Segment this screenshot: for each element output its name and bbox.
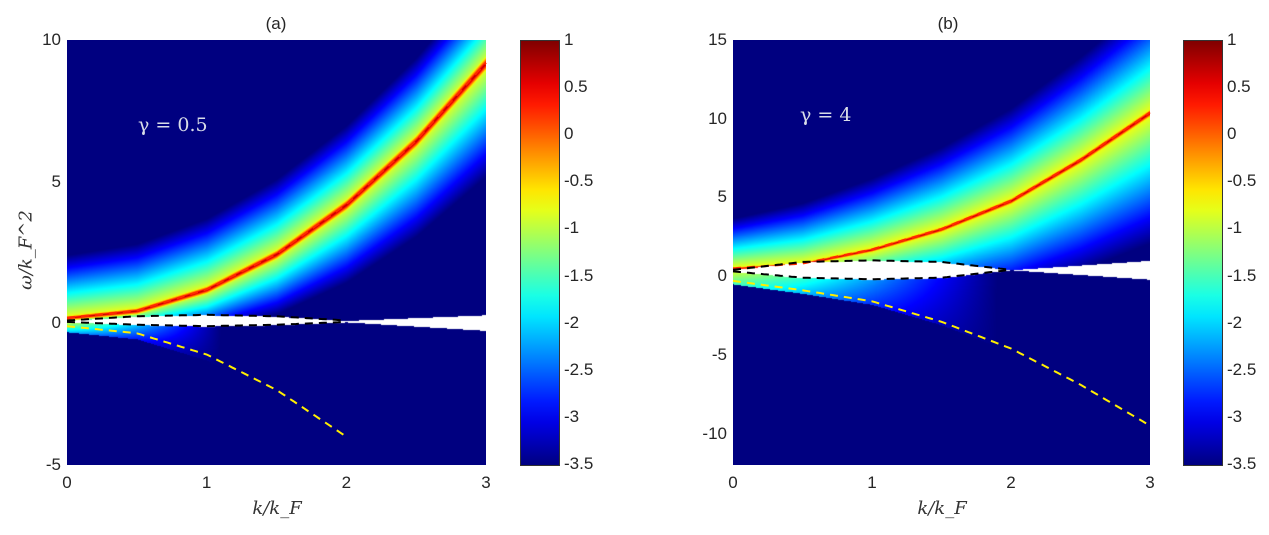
colorbar-tick-label: -3.5: [564, 454, 594, 473]
colorbar-tick-label: -3: [564, 406, 580, 426]
heatmap-image: [733, 40, 1150, 465]
gap-upper-line: [66, 313, 347, 322]
y-tick-label: -5: [45, 455, 61, 474]
x-tick-label: 1: [201, 473, 212, 492]
colorbar: [520, 40, 560, 466]
y-tick-label: 5: [717, 187, 727, 207]
lower-branch-line: [732, 279, 1151, 427]
y-tick-label: 0: [717, 266, 727, 286]
colorbar-tick-label: -0.5: [1227, 171, 1257, 191]
x-tick-label: 1: [867, 473, 877, 492]
y-tick-label: -5: [711, 344, 727, 364]
colorbar-tick-label: -1.5: [1227, 265, 1257, 285]
colorbar-tick-label: -2.5: [564, 359, 594, 379]
colorbar-tick-label: -3.5: [1227, 454, 1257, 473]
x-tick-label: 3: [1145, 473, 1155, 492]
colorbar-tick-label: -3: [1227, 406, 1243, 426]
colorbar-tick-label: -0.5: [564, 171, 594, 191]
branch-lines: [732, 111, 1151, 427]
y-tick-label: -10: [702, 423, 727, 443]
x-tick-label: 2: [341, 473, 352, 492]
x-tick-label: 0: [62, 473, 72, 492]
gamma-annotation: γ = 4: [800, 104, 852, 126]
branch-lines: [66, 62, 487, 438]
heatmap-axes: [732, 40, 1151, 465]
upper-branch-line: [732, 111, 1151, 270]
y-tick-label: 15: [708, 30, 727, 49]
x-tick-label: 2: [1006, 473, 1016, 492]
heatmap-image: [67, 40, 486, 465]
colorbar: [1183, 40, 1223, 466]
colorbar-tick-label: -2: [1227, 312, 1243, 332]
colorbar-tick-label: 0: [564, 124, 574, 144]
colorbar-tick-label: -1.5: [564, 265, 594, 285]
colorbar-tick-label: -2: [564, 312, 580, 332]
panel-a: (a) γ = 0.5 ω/k_F^2 k/k_F 10 5 0 -5 0 1 2 3 1 0.…: [15, 14, 594, 519]
y-tick-label: 10: [42, 30, 61, 49]
gap-lower-line: [732, 268, 1012, 281]
gap-upper-line: [732, 259, 1012, 271]
heatmap-axes: [66, 40, 487, 465]
x-axis-label: k/k_F: [252, 498, 302, 519]
panel-title: (b): [937, 14, 959, 33]
colorbar-tick-label: 0: [1227, 124, 1237, 144]
colorbar-tick-label: 1: [564, 30, 574, 49]
y-tick-label: 5: [51, 171, 61, 191]
panel-b: (b) γ = 4 k/k_F 15 10 5 0 -5 -10 0 1 2 3 1 0.5 0 -0.…: [640, 0, 1269, 535]
colorbar-tick-label: 1: [1227, 30, 1237, 49]
gamma-annotation: γ = 0.5: [138, 114, 208, 136]
colorbar-tick-label: 0.5: [1227, 77, 1251, 97]
y-axis-label: ω/k_F^2: [15, 210, 37, 290]
colorbar-tick-label: 0.5: [564, 77, 588, 97]
panel-title: (a): [265, 14, 287, 33]
colorbar-tick-label: -1: [1227, 218, 1243, 238]
gap-lower-line: [66, 320, 347, 328]
upper-branch-line: [66, 62, 487, 319]
y-tick-label: 0: [51, 313, 61, 333]
lower-branch-line: [66, 325, 347, 438]
colorbar-tick-label: -2.5: [1227, 359, 1257, 379]
x-tick-label: 3: [481, 473, 491, 492]
x-axis-label: k/k_F: [917, 498, 967, 519]
colorbar-tick-label: -1: [564, 218, 580, 238]
x-tick-label: 0: [728, 473, 738, 492]
y-tick-label: 10: [708, 108, 727, 128]
